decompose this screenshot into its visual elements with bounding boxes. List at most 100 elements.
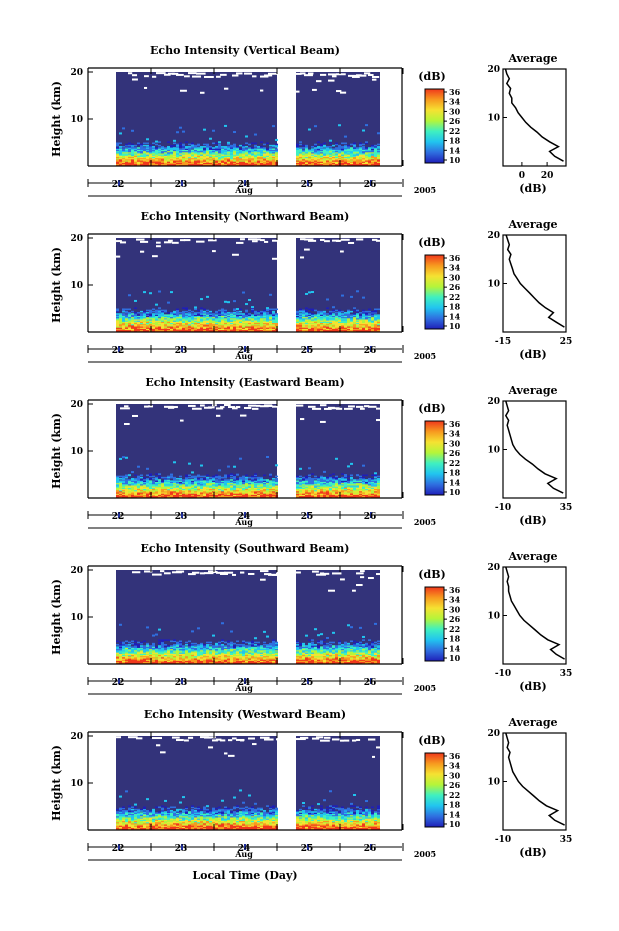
echo-cell (188, 143, 191, 146)
echo-cell (200, 161, 203, 163)
echo-cell (227, 148, 230, 150)
echo-cell (239, 329, 242, 332)
echo-cell (191, 323, 194, 326)
echo-cell (182, 316, 185, 319)
echo-cell (194, 485, 197, 487)
echo-cell (359, 153, 362, 155)
echo-cell (257, 327, 260, 329)
echo-cell (134, 307, 137, 309)
echo-cell (335, 149, 338, 152)
echo-cell (170, 486, 173, 488)
echo-cell (200, 322, 203, 325)
echo-cell (266, 317, 269, 320)
echo-cell (233, 154, 236, 156)
echo-cell (329, 163, 332, 166)
echo-cell (182, 154, 185, 156)
echo-cell (224, 493, 227, 495)
echo-cell (176, 151, 179, 154)
echo-cell (272, 322, 275, 325)
echo-cell (368, 150, 371, 153)
echo-cell (230, 163, 233, 166)
echo-cell (320, 144, 323, 147)
echo-cell (209, 329, 212, 332)
echo-cell (263, 314, 266, 316)
missing-data (300, 72, 306, 75)
echo-cell (170, 162, 173, 165)
echo-cell (344, 151, 347, 154)
echo-cell (311, 291, 314, 294)
echo-cell (320, 326, 323, 328)
echo-cell (338, 157, 341, 160)
echo-cell (119, 489, 122, 492)
echo-cell (356, 153, 359, 155)
echo-cell (236, 155, 239, 157)
echo-cell (323, 323, 326, 326)
missing-data (364, 72, 371, 75)
echo-cell (302, 323, 305, 326)
echo-cell (236, 146, 239, 148)
echo-cell (275, 148, 278, 150)
echo-cell (350, 156, 353, 159)
echo-cell (185, 162, 188, 165)
echo-cell (239, 158, 242, 161)
echo-cell (254, 154, 257, 156)
echo-cell (377, 153, 380, 155)
echo-cell (203, 321, 206, 323)
echo-cell (374, 157, 377, 160)
echo-cell (149, 150, 152, 153)
echo-cell (167, 312, 170, 314)
echo-cell (134, 154, 137, 156)
missing-data (180, 419, 184, 422)
echo-cell (356, 156, 359, 159)
echo-cell (233, 328, 236, 331)
echo-cell (233, 326, 236, 328)
echo-cell (125, 162, 128, 165)
echo-cell (344, 312, 347, 314)
echo-cell (200, 326, 203, 328)
echo-cell (191, 154, 194, 156)
echo-cell (146, 163, 149, 166)
average-profile-line (504, 68, 564, 162)
echo-cell (233, 327, 236, 329)
echo-cell (296, 312, 299, 314)
echo-cell (377, 323, 380, 326)
echo-cell (179, 320, 182, 322)
echo-cell (350, 314, 353, 316)
echo-cell (251, 321, 254, 323)
echo-cell (200, 486, 203, 488)
echo-cell (209, 480, 212, 482)
missing-data (168, 239, 173, 242)
echo-cell (119, 317, 122, 320)
echo-cell (347, 313, 350, 315)
echo-cell (131, 490, 134, 493)
echo-cell (218, 160, 221, 162)
echo-cell (269, 316, 272, 319)
echo-cell (122, 322, 125, 325)
echo-cell (167, 315, 170, 318)
echo-cell (173, 482, 176, 485)
echo-cell (116, 147, 119, 149)
echo-cell (224, 327, 227, 329)
echo-cell (260, 319, 263, 321)
missing-data (348, 405, 355, 408)
echo-cell (329, 316, 332, 319)
echo-cell (326, 150, 329, 153)
echo-cell (137, 319, 140, 321)
echo-cell (143, 323, 146, 326)
echo-cell (122, 313, 125, 315)
echo-cell (227, 326, 230, 328)
echo-cell (131, 147, 134, 149)
echo-cell (272, 163, 275, 166)
echo-cell (149, 310, 152, 313)
echo-cell (140, 486, 143, 488)
echo-cell (248, 327, 251, 329)
echo-cell (161, 161, 164, 163)
echo-cell (158, 323, 161, 326)
echo-cell (206, 490, 209, 493)
echo-cell (155, 329, 158, 332)
echo-cell (356, 315, 359, 318)
echo-cell (185, 313, 188, 315)
echo-cell (137, 323, 140, 326)
echo-cell (194, 328, 197, 331)
echo-cell (191, 485, 194, 487)
